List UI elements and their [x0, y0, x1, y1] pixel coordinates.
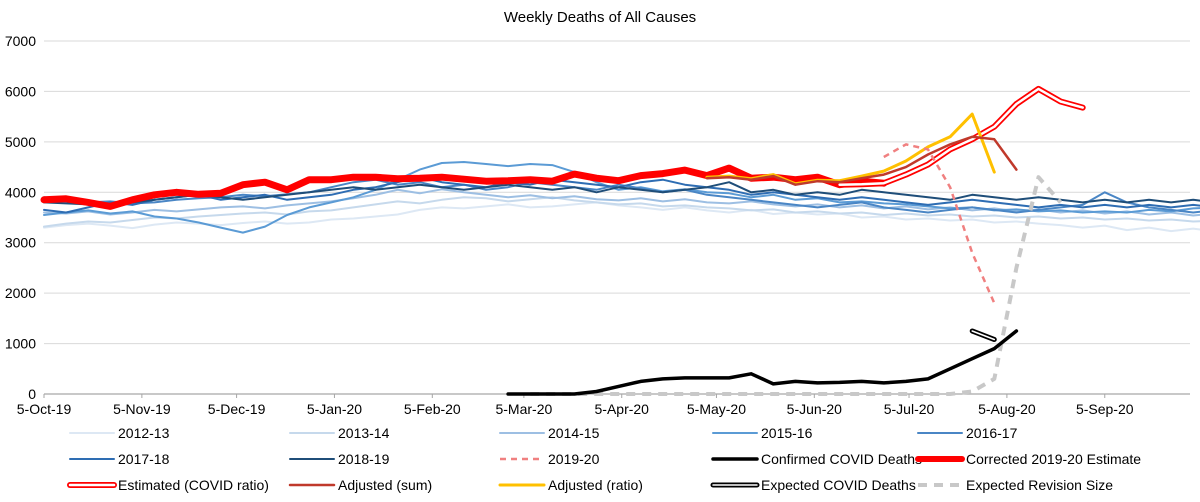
legend-item-expected-covid-deaths: Expected COVID Deaths	[710, 477, 916, 493]
legend-item-confirmed-covid-deaths: Confirmed COVID Deaths	[711, 451, 922, 467]
legend-label: 2018-19	[338, 451, 390, 467]
legend-label: 2013-14	[338, 425, 390, 441]
series-line-adjusted-sum	[705, 135, 1018, 186]
x-tick-label: 5-Jul-20	[884, 401, 935, 417]
legend-item-2012-13: 2012-13	[69, 425, 170, 441]
x-tick-label: 5-Mar-20	[495, 401, 552, 417]
legend-item-corrected-2019-20-estimate: Corrected 2019-20 Estimate	[915, 451, 1141, 467]
legend-label: 2017-18	[118, 451, 170, 467]
y-tick-label: 7000	[5, 33, 36, 49]
series-line-2018-19	[43, 181, 1200, 207]
x-tick-label: 5-May-20	[687, 401, 746, 417]
chart-title: Weekly Deaths of All Causes	[504, 9, 696, 26]
y-tick-label: 1000	[5, 336, 36, 352]
x-tick-label: 5-Dec-19	[208, 401, 266, 417]
legend-label: 2015-16	[761, 425, 813, 441]
legend-item-2015-16: 2015-16	[712, 425, 813, 441]
legend-item-2019-20: 2019-20	[500, 451, 600, 467]
legend-label: Expected COVID Deaths	[761, 477, 916, 493]
x-tick-label: 5-Nov-19	[113, 401, 171, 417]
x-tick-label: 5-Oct-19	[17, 401, 72, 417]
axes: 0 1000 2000 3000 4000 5000 6000 7000 5-Oct-19 5-N…	[5, 33, 1190, 417]
series-line-2013-14	[43, 196, 1200, 228]
legend-label: Corrected 2019-20 Estimate	[966, 451, 1141, 467]
legend-item-2013-14: 2013-14	[289, 425, 390, 441]
x-tick-label: 5-Sep-20	[1076, 401, 1134, 417]
legend-item-adjusted-sum: Adjusted (sum)	[288, 477, 432, 493]
x-tick-label: 5-Jun-20	[787, 401, 842, 417]
y-tick-label: 6000	[5, 83, 36, 99]
legend-label: 2012-13	[118, 425, 170, 441]
y-tick-label: 2000	[5, 285, 36, 301]
legend-item-2017-18: 2017-18	[69, 451, 170, 467]
legend-label: Estimated (COVID ratio)	[118, 477, 269, 493]
legend-item-estimated-covid-ratio: Estimated (COVID ratio)	[67, 477, 269, 493]
gridlines	[44, 40, 1190, 345]
series-line-inner-estimated-covid-ratio	[838, 87, 1084, 186]
y-tick-label: 5000	[5, 134, 36, 150]
legend-label: 2016-17	[966, 425, 1018, 441]
series-line-expected-revision-size	[530, 175, 1063, 396]
legend-item-2016-17: 2016-17	[917, 425, 1018, 441]
x-tick-label: 5-Aug-20	[978, 401, 1036, 417]
y-tick-label: 3000	[5, 235, 36, 251]
legend-item-expected-revision-size: Expected Revision Size	[918, 477, 1113, 493]
x-tick-label: 5-Jan-20	[307, 401, 362, 417]
y-tick-label: 4000	[5, 184, 36, 200]
legend-label: 2014-15	[548, 425, 600, 441]
series-line-2019-20	[883, 143, 996, 304]
series-line-2015-16	[43, 161, 1200, 234]
legend-label: Confirmed COVID Deaths	[761, 451, 922, 467]
legend: 2012-13 2013-14 2014-15 2015-16 2016-17 2017-…	[67, 425, 1141, 493]
legend-label: Expected Revision Size	[966, 477, 1113, 493]
series-line-2017-18	[43, 176, 1200, 214]
series-line-estimated-covid-ratio	[836, 85, 1086, 188]
legend-item-2018-19: 2018-19	[289, 451, 390, 467]
y-tick-label: 0	[28, 386, 36, 402]
series-line-inner-expected-covid-deaths	[971, 330, 996, 341]
legend-item-adjusted-ratio: Adjusted (ratio)	[498, 477, 643, 493]
series-line-confirmed-covid-deaths	[506, 329, 1019, 396]
legend-label: Adjusted (ratio)	[548, 477, 643, 493]
series-lines	[40, 85, 1200, 396]
series-line-2014-15	[43, 188, 1200, 217]
legend-item-2014-15: 2014-15	[499, 425, 600, 441]
legend-label: Adjusted (sum)	[338, 477, 432, 493]
series-line-corrected-2019-20-estimate	[40, 164, 888, 210]
x-tick-label: 5-Apr-20	[595, 401, 650, 417]
x-tick-label: 5-Feb-20	[404, 401, 461, 417]
series-line-2012-13	[43, 201, 1200, 233]
legend-label: 2019-20	[548, 451, 600, 467]
